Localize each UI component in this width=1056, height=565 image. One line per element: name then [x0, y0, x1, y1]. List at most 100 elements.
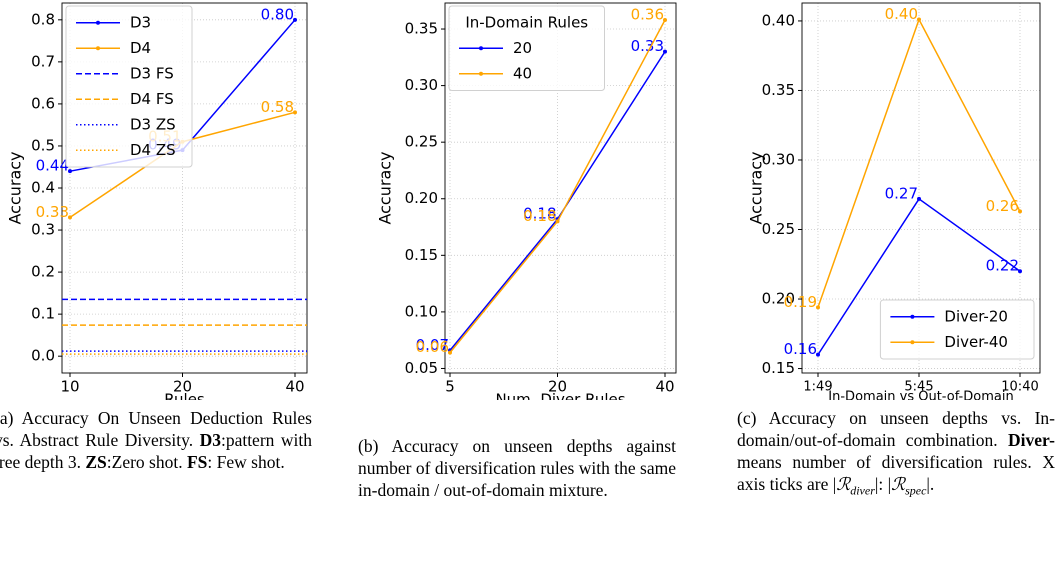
- caption-text: FS: [186, 452, 208, 472]
- data-label: 0.58: [261, 98, 294, 116]
- point: [816, 352, 820, 357]
- legend-label: D3 FS: [130, 64, 174, 82]
- y-tick-label: 0.15: [405, 246, 438, 264]
- point: [68, 215, 72, 220]
- data-label: 0.27: [885, 184, 918, 202]
- point: [1018, 209, 1022, 214]
- caption-text: ℛ: [891, 474, 906, 494]
- legend-marker: [96, 20, 100, 25]
- y-axis-label: Accuracy: [6, 151, 25, 224]
- legend-box: [65, 5, 193, 168]
- point: [816, 305, 820, 310]
- caption: (a) Accuracy On Unseen Deduction Rules v…: [0, 407, 312, 473]
- legend-label: Diver-20: [944, 307, 1008, 325]
- x-tick-label: 5:45: [904, 380, 933, 395]
- point: [293, 17, 297, 22]
- point: [663, 49, 667, 54]
- y-tick-label: 0.8: [31, 10, 55, 28]
- caption-text: :pattern with tree depth 3.: [0, 430, 312, 472]
- x-tick-label: 10: [60, 378, 79, 396]
- caption-text: diver: [850, 483, 875, 498]
- caption-text: |.: [926, 474, 935, 494]
- point: [1018, 269, 1022, 274]
- caption-text: Diver-: [1008, 430, 1055, 450]
- caption-text: ℛ: [836, 474, 851, 494]
- legend-label: D3 ZS: [130, 115, 176, 133]
- y-tick-label: 0.20: [762, 290, 795, 308]
- x-tick-label: 40: [655, 378, 674, 396]
- data-label: 0.26: [986, 197, 1019, 215]
- y-tick-label: 0.25: [405, 133, 438, 151]
- y-tick-label: 0.15: [762, 359, 795, 377]
- x-tick-label: 40: [285, 378, 304, 396]
- figure: 0.0 0.1 0.2 0.3 0.4 0.5 0.6 0.7 0.8 10 20 40 Rules Ac…: [6, 2, 1041, 401]
- y-tick-label: 0.30: [762, 150, 795, 168]
- caption-text: (c) Accuracy on unseen depths vs. In-dom…: [737, 408, 1055, 450]
- y-tick-label: 0.6: [31, 94, 55, 112]
- legend-label: 40: [513, 64, 532, 82]
- legend-title: In-Domain Rules: [465, 13, 588, 31]
- y-tick-label: 0.20: [405, 189, 438, 207]
- caption-text: |: |: [874, 474, 892, 494]
- data-label: 0.40: [885, 5, 918, 23]
- x-tick-label: 5: [445, 378, 455, 396]
- caption-text: ZS: [85, 452, 107, 472]
- caption-text: spec: [905, 483, 927, 498]
- y-tick-label: 0.5: [31, 136, 55, 154]
- point: [663, 17, 667, 22]
- caption-text: D3: [199, 430, 221, 450]
- caption-text: (b) Accuracy on unseen depths against nu…: [358, 436, 676, 500]
- x-tick-label: 10:40: [1001, 380, 1038, 395]
- data-label: 0.06: [416, 338, 449, 356]
- legend-marker: [96, 46, 100, 51]
- y-axis-label: Accuracy: [376, 151, 395, 224]
- x-axis-label: In-Domain vs Out-of-Domain: [828, 390, 1013, 401]
- plot-frame: [801, 2, 1041, 374]
- legend-marker: [479, 46, 483, 51]
- legend-label: D4: [130, 39, 151, 57]
- y-tick-label: 0.0: [31, 347, 55, 365]
- legend-marker: [479, 71, 483, 76]
- data-label: 0.18: [523, 205, 556, 223]
- data-label: 0.33: [36, 203, 69, 221]
- plot-frame: [444, 2, 677, 374]
- point: [555, 219, 560, 224]
- data-label: 0.36: [631, 5, 664, 23]
- caption: (b) Accuracy on unseen depths against nu…: [358, 435, 676, 501]
- x-axis-label: Rules: [164, 391, 205, 401]
- data-label: 0.33: [631, 37, 664, 55]
- y-tick-label: 0.2: [31, 263, 55, 281]
- legend-box: [879, 299, 1035, 360]
- y-tick-label: 0.40: [762, 11, 795, 29]
- y-tick-label: 0.35: [762, 81, 795, 99]
- y-axis-label: Accuracy: [747, 151, 766, 224]
- legend-box: [448, 5, 605, 91]
- y-tick-label: 0.25: [762, 220, 795, 238]
- caption-text: (a) Accuracy On Unseen Deduction Rules v…: [0, 408, 312, 450]
- legend-label: D4 ZS: [130, 141, 176, 159]
- plot-frame: [61, 2, 308, 374]
- legend-label: Diver-40: [944, 333, 1008, 351]
- legend: In-Domain Rules 20 40: [448, 5, 605, 91]
- x-axis-label: Num. Diver Rules: [495, 391, 625, 401]
- y-tick-label: 0.05: [405, 359, 438, 377]
- y-tick-label: 0.10: [405, 302, 438, 320]
- caption: (c) Accuracy on unseen depths vs. In-dom…: [737, 407, 1055, 502]
- legend-label: D4 FS: [130, 90, 174, 108]
- y-tick-label: 0.1: [31, 305, 55, 323]
- legend-marker: [910, 314, 915, 319]
- caption-text: :Zero shot.: [106, 452, 187, 472]
- data-label: 0.44: [36, 157, 69, 175]
- data-label: 0.80: [261, 5, 294, 23]
- y-tick-label: 0.35: [405, 20, 438, 38]
- y-tick-label: 0.7: [31, 52, 55, 70]
- legend: D3 D4 D3 FS D4 FS D3 ZS D4 ZS: [65, 5, 193, 168]
- legend: Diver-20 Diver-40: [879, 299, 1035, 360]
- x-tick-label: 1:49: [803, 380, 832, 395]
- y-tick-label: 0.4: [31, 179, 55, 197]
- data-label: 0.16: [784, 340, 817, 358]
- legend-marker: [910, 340, 915, 345]
- caption-text: : Few shot.: [207, 452, 285, 472]
- data-label: 0.19: [784, 293, 817, 311]
